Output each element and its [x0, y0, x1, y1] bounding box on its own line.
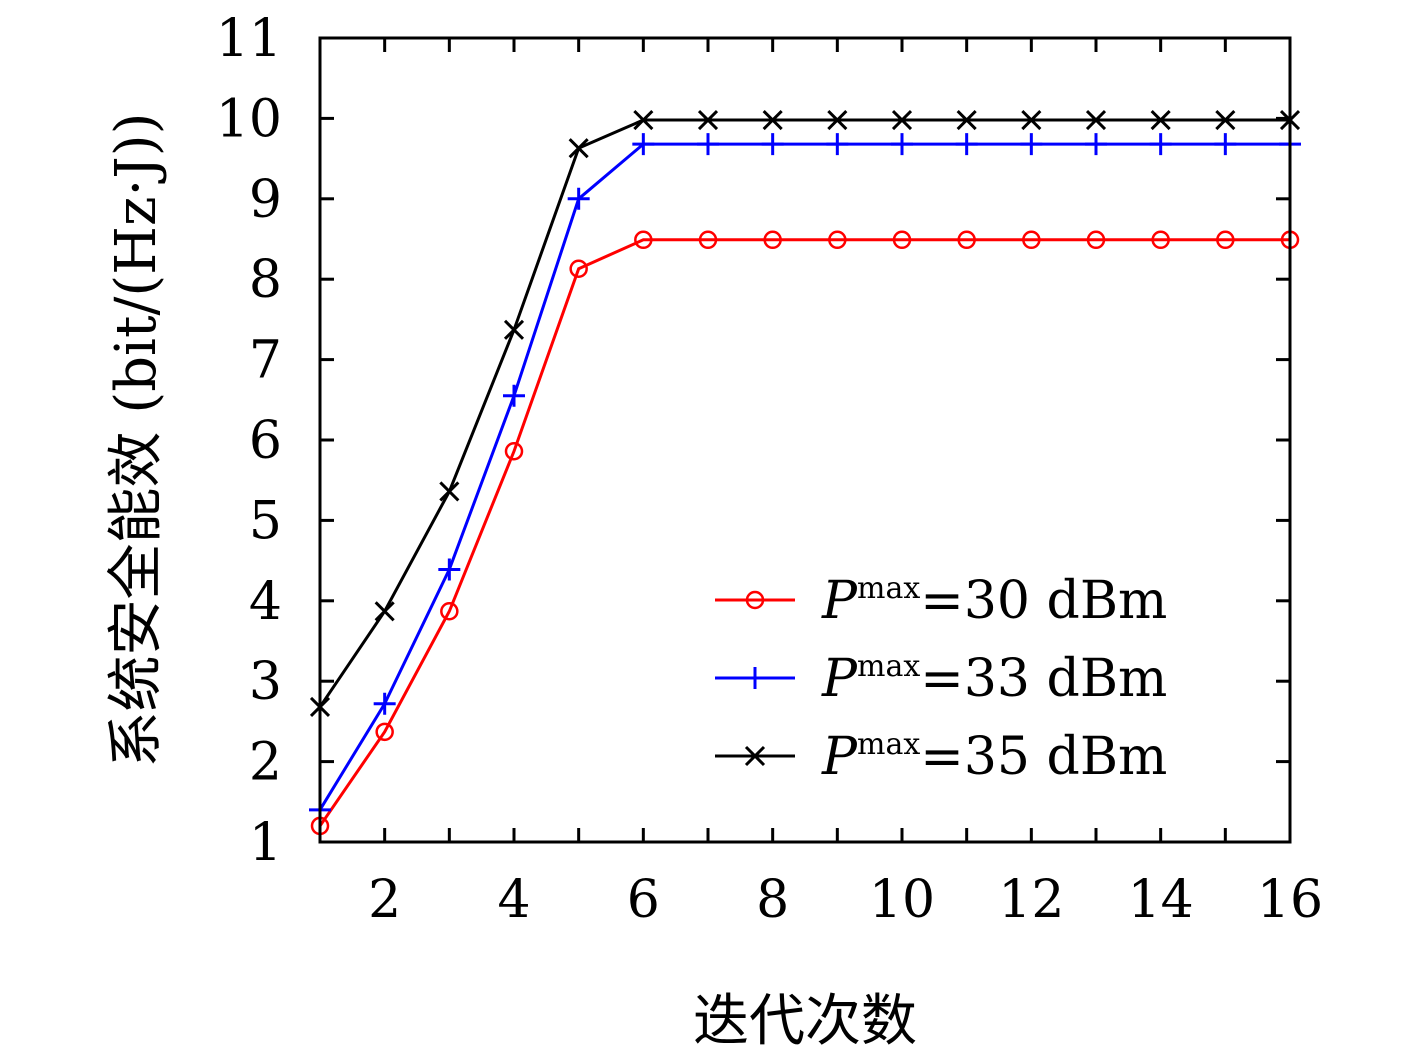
series-2-point [1085, 133, 1107, 156]
series-1-point [1216, 230, 1235, 250]
series-3-point [633, 109, 654, 131]
y-tick-label: 5 [249, 491, 282, 551]
legend-marker-1 [745, 590, 765, 610]
x-tick-label: 10 [869, 870, 935, 930]
series-2-point [1149, 133, 1172, 156]
series-3-point [503, 319, 525, 340]
series-1-point [1086, 230, 1106, 250]
y-tick-label: 7 [249, 331, 282, 391]
x-tick-label: 6 [627, 870, 660, 930]
series-2-point [632, 133, 655, 156]
y-tick-label: 9 [249, 170, 282, 230]
series-1-point [504, 442, 524, 461]
series-2-point [826, 133, 849, 156]
series-3-point [1215, 109, 1236, 131]
series-1-point [892, 230, 912, 250]
series-2-point [503, 384, 525, 407]
y-tick-label: 10 [216, 89, 282, 149]
y-tick-label: 2 [249, 733, 282, 793]
y-axis-label: 系统安全能效 (bit/(Hz·J)) [104, 113, 169, 768]
x-axis-label: 迭代次数 [693, 989, 917, 1051]
y-tick-label: 3 [249, 652, 282, 712]
series-1-point [957, 230, 976, 250]
series-line-3 [318, 118, 1290, 708]
x-tick-label: 12 [998, 870, 1064, 930]
series-3-point [439, 481, 460, 502]
series-1-point [375, 722, 394, 742]
series-1-point [828, 230, 847, 250]
legend-marker-2 [744, 667, 766, 689]
plot-frame [318, 36, 1292, 844]
series-2-point [1020, 133, 1043, 156]
series-2-point [697, 133, 719, 156]
series-1-point [634, 230, 653, 250]
series-3-point [568, 138, 589, 159]
y-tick-label: 11 [216, 9, 282, 69]
series-2-point [955, 133, 978, 156]
series-3-point [374, 601, 395, 622]
series-3-point [762, 109, 783, 131]
series-2-point [761, 133, 784, 156]
series-line-2 [318, 142, 1290, 811]
legend-label-2: Pmax=33 dBm [821, 649, 1167, 709]
series-1-point [569, 259, 588, 278]
y-tick-label: 8 [249, 250, 282, 310]
series-1-point [440, 602, 459, 621]
y-tick-label: 1 [249, 813, 282, 873]
series-2-point [373, 692, 396, 715]
series-1-point [1151, 230, 1170, 250]
series-2-point [567, 187, 590, 210]
x-tick-label: 8 [756, 870, 789, 930]
series-3-point [697, 109, 719, 131]
x-tick-label: 16 [1257, 870, 1323, 930]
series-1-point [698, 230, 718, 250]
series-1-point [1022, 230, 1041, 250]
series-2-point [1214, 133, 1237, 156]
y-tick-label: 4 [249, 572, 282, 632]
legend-label-1: Pmax=30 dBm [821, 571, 1167, 631]
legend: Pmax=30 dBm Pmax=33 dBm Pmax=35 dBm [715, 571, 1167, 787]
x-tick-label: 2 [368, 870, 401, 930]
series-line-1 [318, 238, 1290, 827]
legend-label-3: Pmax=35 dBm [821, 727, 1167, 787]
series-3-point [827, 109, 848, 131]
x-tick-label: 4 [497, 870, 530, 930]
series-3-point [1085, 109, 1107, 131]
series-2-point [438, 558, 461, 581]
legend-marker-3 [744, 745, 766, 767]
axis-ticks [318, 36, 1292, 844]
series-1-point [763, 230, 782, 250]
series-3-point [1150, 109, 1171, 131]
series-2-point [891, 133, 913, 156]
series-3-point [891, 109, 913, 131]
series-lines [318, 118, 1290, 827]
x-tick-label: 14 [1128, 870, 1194, 930]
series-3-point [1021, 109, 1042, 131]
y-tick-label: 6 [249, 411, 282, 471]
series-3-point [956, 109, 977, 131]
